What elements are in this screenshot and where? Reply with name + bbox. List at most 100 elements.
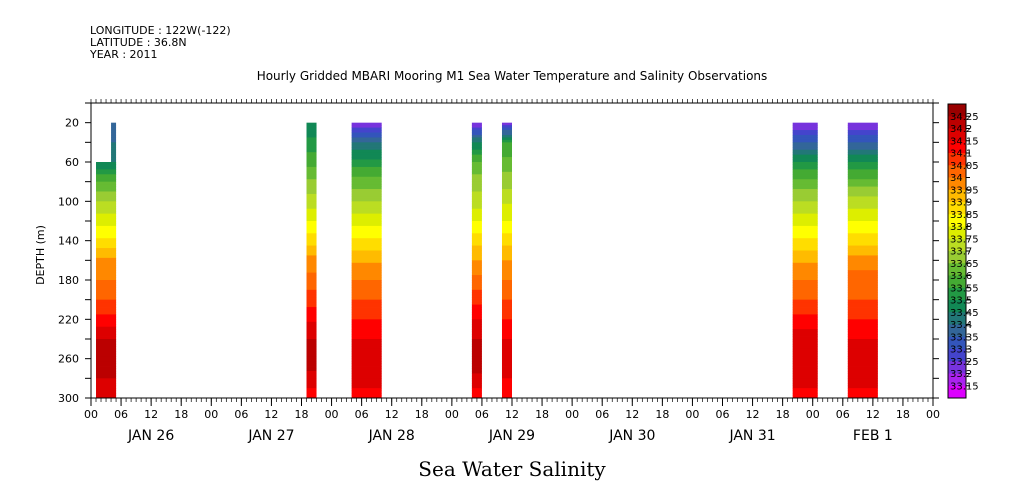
salinity-cell xyxy=(847,132,878,136)
salinity-cell xyxy=(792,169,818,173)
salinity-cell xyxy=(351,287,382,291)
salinity-cell xyxy=(847,324,878,328)
salinity-cell xyxy=(111,385,117,389)
salinity-cell xyxy=(351,275,382,278)
colorbar-swatch xyxy=(948,312,966,325)
salinity-cell xyxy=(96,191,117,195)
salinity-cell xyxy=(96,339,117,342)
salinity-cell xyxy=(501,166,512,170)
salinity-cell xyxy=(501,191,512,195)
salinity-cell xyxy=(306,361,317,364)
salinity-cell xyxy=(792,162,818,165)
salinity-cell xyxy=(501,186,512,190)
salinity-cell xyxy=(96,284,117,288)
salinity-cell xyxy=(471,225,482,229)
salinity-cell xyxy=(351,206,382,210)
colorbar-label: 34.1 xyxy=(950,149,972,160)
salinity-cell xyxy=(111,343,117,347)
salinity-cell xyxy=(306,252,317,256)
salinity-cell xyxy=(306,307,317,310)
salinity-cell xyxy=(792,307,818,310)
salinity-cell xyxy=(847,171,878,175)
salinity-cell xyxy=(471,191,482,195)
salinity-cell xyxy=(96,171,117,175)
x-tick-label: 00 xyxy=(325,408,339,421)
salinity-cell xyxy=(792,216,818,219)
salinity-cell xyxy=(306,240,317,244)
salinity-cell xyxy=(351,238,382,242)
x-tick-label: 06 xyxy=(234,408,248,421)
salinity-cell xyxy=(847,370,878,374)
salinity-cell xyxy=(306,139,317,143)
salinity-cell xyxy=(351,343,382,347)
salinity-cell xyxy=(792,272,818,276)
salinity-cell xyxy=(96,162,117,165)
salinity-cell xyxy=(306,267,317,271)
y-axis-label: DEPTH (m) xyxy=(34,225,47,285)
salinity-cell xyxy=(351,134,382,138)
salinity-cell xyxy=(501,174,512,178)
salinity-cell xyxy=(111,311,117,315)
salinity-cell xyxy=(111,383,117,387)
salinity-cell xyxy=(111,380,117,384)
salinity-cell xyxy=(471,184,482,187)
salinity-cell xyxy=(501,319,512,323)
salinity-cell xyxy=(847,193,878,197)
salinity-cell xyxy=(501,321,512,325)
salinity-cell xyxy=(471,294,482,298)
salinity-cell xyxy=(847,252,878,256)
salinity-cell xyxy=(306,370,317,374)
salinity-cell xyxy=(792,348,818,352)
salinity-cell xyxy=(306,346,317,350)
salinity-cell xyxy=(471,139,482,143)
salinity-cell xyxy=(351,395,382,399)
salinity-cell xyxy=(792,370,818,374)
salinity-cell xyxy=(792,299,818,303)
colorbar-label: 33.25 xyxy=(950,357,979,368)
salinity-cell xyxy=(306,341,317,345)
salinity-cell xyxy=(471,245,482,249)
salinity-cell xyxy=(501,304,512,308)
salinity-cell xyxy=(501,233,512,237)
colorbar-label: 33.65 xyxy=(950,259,979,270)
salinity-cell xyxy=(847,181,878,185)
salinity-cell xyxy=(792,341,818,345)
colorbar-swatch xyxy=(948,177,966,191)
salinity-cell xyxy=(847,174,878,178)
salinity-cell xyxy=(111,171,117,175)
salinity-cell xyxy=(111,334,117,337)
salinity-cell xyxy=(847,309,878,313)
x-tick-label: 18 xyxy=(896,408,910,421)
salinity-cell xyxy=(111,302,117,305)
y-tick-label: 260 xyxy=(58,353,79,366)
salinity-cell xyxy=(111,243,117,246)
salinity-cell xyxy=(847,233,878,237)
salinity-cell xyxy=(471,196,482,200)
data-column xyxy=(792,122,818,399)
salinity-cell xyxy=(471,277,482,281)
salinity-cell xyxy=(792,147,818,151)
salinity-cell xyxy=(501,297,512,301)
salinity-cell xyxy=(306,358,317,362)
salinity-cell xyxy=(96,351,117,355)
salinity-cell xyxy=(351,248,382,251)
salinity-cell xyxy=(501,203,512,207)
salinity-cell xyxy=(111,356,117,360)
salinity-cell xyxy=(306,181,317,185)
salinity-cell xyxy=(471,157,482,160)
salinity-cell xyxy=(792,375,818,379)
salinity-cell xyxy=(847,265,878,269)
salinity-cell xyxy=(96,324,117,328)
salinity-cell xyxy=(792,356,818,360)
salinity-cell xyxy=(96,198,117,202)
salinity-cell xyxy=(847,189,878,192)
salinity-cell xyxy=(96,262,117,266)
salinity-cell xyxy=(471,358,482,362)
colorbar-swatch xyxy=(948,251,966,264)
salinity-cell xyxy=(111,181,117,185)
salinity-cell xyxy=(471,257,482,261)
salinity-cell xyxy=(501,385,512,389)
salinity-cell xyxy=(111,260,117,264)
salinity-cell xyxy=(351,216,382,219)
colorbar-label: 33.75 xyxy=(950,234,979,245)
